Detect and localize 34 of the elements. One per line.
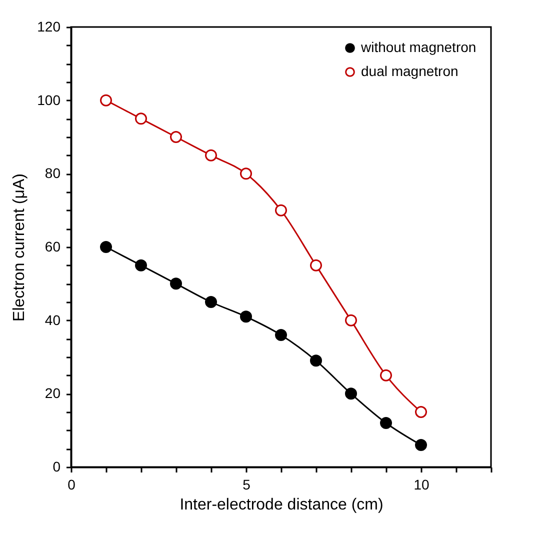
point [415, 406, 427, 418]
y-tick-label: 0 [52, 458, 61, 474]
point [345, 388, 357, 400]
x-axis-title: Inter-electrode distance (cm) [180, 496, 384, 514]
point [170, 278, 182, 290]
point [345, 314, 357, 326]
y-tick-label: 60 [44, 238, 61, 254]
point [135, 259, 147, 272]
y-tick-label: 100 [37, 92, 61, 108]
point [100, 94, 112, 106]
point [205, 149, 217, 162]
point [310, 259, 322, 272]
point [310, 354, 322, 367]
point [100, 241, 112, 253]
y-tick-label: 40 [44, 312, 61, 328]
x-tick-label: 0 [68, 476, 76, 492]
point [380, 369, 392, 382]
y-tick-label: 20 [44, 385, 61, 402]
y-axis-title: Electron current (μA) [11, 174, 28, 322]
point [275, 329, 287, 341]
legend-label: without magnetron [360, 39, 476, 55]
point [240, 168, 252, 180]
y-tick-label: 80 [44, 165, 61, 182]
point [275, 204, 287, 216]
point [240, 310, 252, 323]
point [135, 112, 147, 125]
point [380, 417, 392, 429]
x-tick-label: 5 [242, 476, 251, 492]
point [170, 131, 182, 143]
y-tick-label: 120 [37, 18, 61, 34]
point [415, 439, 427, 451]
legend-label: dual magnetron [361, 63, 458, 79]
x-tick-label: 10 [414, 476, 430, 492]
point [205, 296, 217, 308]
